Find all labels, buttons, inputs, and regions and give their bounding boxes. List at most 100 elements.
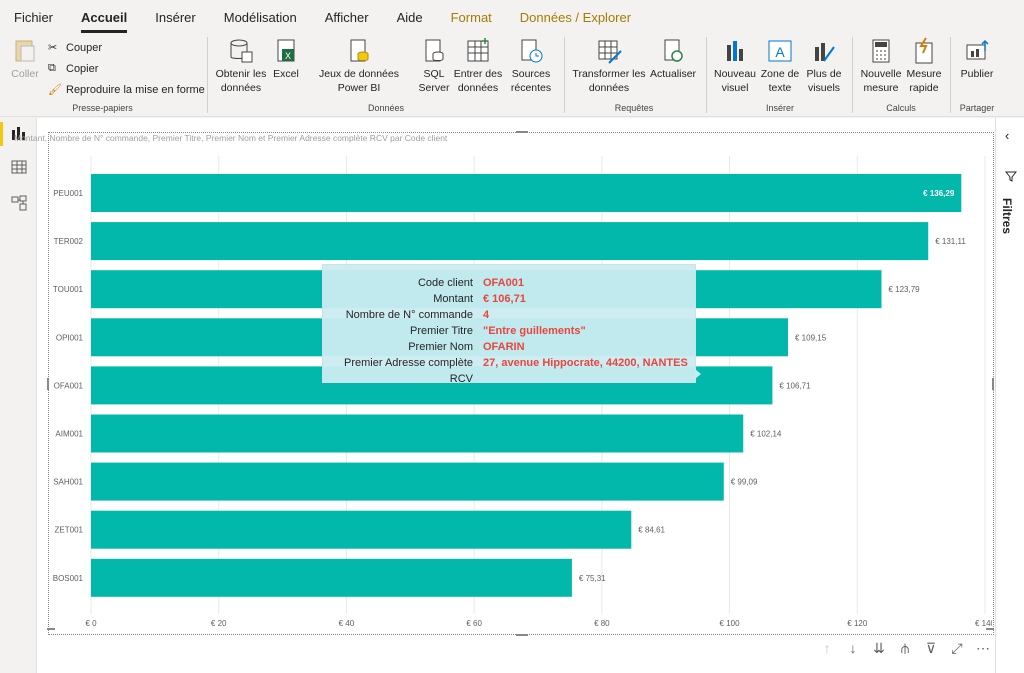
copy-label: Copier <box>66 63 99 75</box>
data-label: € 84,61 <box>638 526 665 535</box>
collapse-chevron-icon[interactable]: ‹ <box>1005 128 1010 143</box>
model-view-icon[interactable] <box>10 194 28 212</box>
group-calculations: Nouvelle mesure Mesure rapide Calculs <box>856 35 946 115</box>
x-tick-label: € 120 <box>847 619 868 628</box>
copy-icon: ⧉ <box>48 62 56 74</box>
data-view-icon[interactable] <box>10 158 28 176</box>
group-label-calculations: Calculs <box>886 103 916 113</box>
table-icon <box>467 38 489 62</box>
tooltip-key: Premier Adresse complète RCV <box>344 357 473 385</box>
quick-measure-icon <box>915 37 933 64</box>
x-tick-label: € 140 <box>975 619 992 628</box>
group-label-insert: Insérer <box>765 103 794 113</box>
tooltip-key: Nombre de N° commande <box>345 309 473 321</box>
excel-button[interactable]: X Excel <box>272 37 300 81</box>
arrow-up-icon[interactable]: ↑ <box>823 640 831 656</box>
menu-accueil[interactable]: Accueil <box>67 10 141 33</box>
new-measure-label: Nouvelle mesure <box>860 68 902 94</box>
more-visuals-button[interactable]: Plus de visuels <box>802 37 846 95</box>
menu-aide[interactable]: Aide <box>396 10 423 25</box>
menu-format[interactable]: Format <box>450 10 492 25</box>
y-tick-label: TER002 <box>54 237 84 246</box>
refresh-button[interactable]: Actualiser <box>648 37 698 81</box>
resize-handle-right[interactable] <box>992 378 994 390</box>
publish-icon <box>966 39 989 60</box>
filters-label[interactable]: Filtres <box>1000 198 1014 235</box>
menu-fichier[interactable]: Fichier <box>14 10 54 25</box>
new-measure-button[interactable]: Nouvelle mesure <box>858 37 904 95</box>
publish-button[interactable]: Publier <box>956 37 998 81</box>
tooltip-row: Premier Nom OFARIN <box>323 339 695 355</box>
data-label: € 131,11 <box>935 237 966 246</box>
expand-hierarchy-icon[interactable]: ⫛ <box>900 640 910 656</box>
format-painter-button[interactable]: 🖌 Reproduire la mise en forme <box>48 83 205 97</box>
textbox-button[interactable]: A Zone de texte <box>758 37 802 95</box>
tooltip-value: OFARIN <box>483 341 525 353</box>
arrow-down-icon[interactable]: ↓ <box>849 640 857 656</box>
data-label: € 109,15 <box>795 333 827 342</box>
sql-server-label: SQL Server <box>418 68 450 94</box>
menu-modelisation[interactable]: Modélisation <box>223 10 297 25</box>
group-clipboard: Coller ✂ Couper ⧉ Copier 🖌 Reproduire la… <box>0 35 205 115</box>
menu-afficher[interactable]: Afficher <box>324 10 369 25</box>
recent-sources-button[interactable]: Sources récentes <box>505 37 557 95</box>
tooltip-value: "Entre guillements" <box>483 325 586 337</box>
data-label: € 102,14 <box>750 430 782 439</box>
more-visuals-icon <box>815 43 835 62</box>
tooltip-key: Premier Nom <box>408 341 473 353</box>
sql-server-icon <box>425 39 444 62</box>
menu-bar: Fichier Accueil Insérer Modélisation Aff… <box>0 0 1024 33</box>
tooltip-row: Montant € 106,71 <box>323 291 695 307</box>
excel-icon: X <box>277 39 295 62</box>
resize-handle-corner-br[interactable] <box>986 628 994 630</box>
y-tick-label: TOU001 <box>53 285 84 294</box>
filter-icon <box>1005 171 1017 182</box>
get-data-button[interactable]: Obtenir les données <box>212 37 270 95</box>
paste-button[interactable]: Coller <box>8 37 42 81</box>
resize-handle-top[interactable] <box>516 131 528 133</box>
group-data: Obtenir les données X Excel Jeux de donn… <box>210 35 562 115</box>
bar[interactable] <box>91 510 632 549</box>
x-tick-label: € 20 <box>211 619 227 628</box>
svg-text:X: X <box>285 51 291 61</box>
bar[interactable] <box>91 558 572 597</box>
menu-inserer[interactable]: Insérer <box>155 10 196 25</box>
ribbon-divider <box>852 37 853 113</box>
copy-button[interactable]: ⧉ Copier <box>48 62 98 76</box>
more-options-icon[interactable]: ⋯ <box>976 640 990 656</box>
resize-handle-bottom[interactable] <box>516 634 528 636</box>
dataset-icon <box>350 39 369 62</box>
new-visual-button[interactable]: Nouveau visuel <box>712 37 758 95</box>
filter-icon[interactable]: ⊽ <box>925 640 937 656</box>
tooltip-value: 4 <box>483 309 490 321</box>
enter-data-label: Entrer des données <box>453 68 503 94</box>
tooltip-value: OFA001 <box>483 277 524 289</box>
quick-measure-button[interactable]: Mesure rapide <box>904 37 944 95</box>
resize-handle-corner-bl[interactable] <box>47 628 55 630</box>
ribbon-divider <box>207 37 208 113</box>
bar[interactable] <box>91 414 744 453</box>
sql-server-button[interactable]: SQL Server <box>416 37 452 95</box>
bar-chart[interactable]: € 0 € 20 € 40 € 60 € 80 € 100 € 120 € 140 PEU001… <box>48 148 992 638</box>
bar[interactable] <box>91 174 962 212</box>
data-label: € 136,29 <box>923 189 955 198</box>
paintbrush-icon: 🖌 <box>48 84 62 96</box>
group-label-queries: Requêtes <box>614 103 654 113</box>
menu-donnees-explorer[interactable]: Données / Explorer <box>519 10 632 25</box>
enter-data-button[interactable]: Entrer des données <box>453 37 503 95</box>
bar[interactable] <box>91 222 929 261</box>
double-arrow-down-icon[interactable]: ⇊ <box>873 640 885 656</box>
bar-chart-icon <box>727 41 743 61</box>
focus-mode-icon[interactable]: ⤢ <box>951 640 963 656</box>
recent-sources-icon <box>521 39 543 63</box>
refresh-icon <box>664 39 683 62</box>
cut-button[interactable]: ✂ Couper <box>48 41 102 55</box>
transform-data-button[interactable]: Transformer les données <box>570 37 648 95</box>
data-label: € 99,09 <box>731 478 758 487</box>
powerbi-datasets-button[interactable]: Jeux de données Power BI <box>303 37 415 95</box>
bar[interactable] <box>91 462 724 501</box>
refresh-label: Actualiser <box>649 68 697 80</box>
report-view-icon[interactable] <box>10 124 28 142</box>
resize-handle-left[interactable] <box>47 378 49 390</box>
ribbon-divider <box>564 37 565 113</box>
